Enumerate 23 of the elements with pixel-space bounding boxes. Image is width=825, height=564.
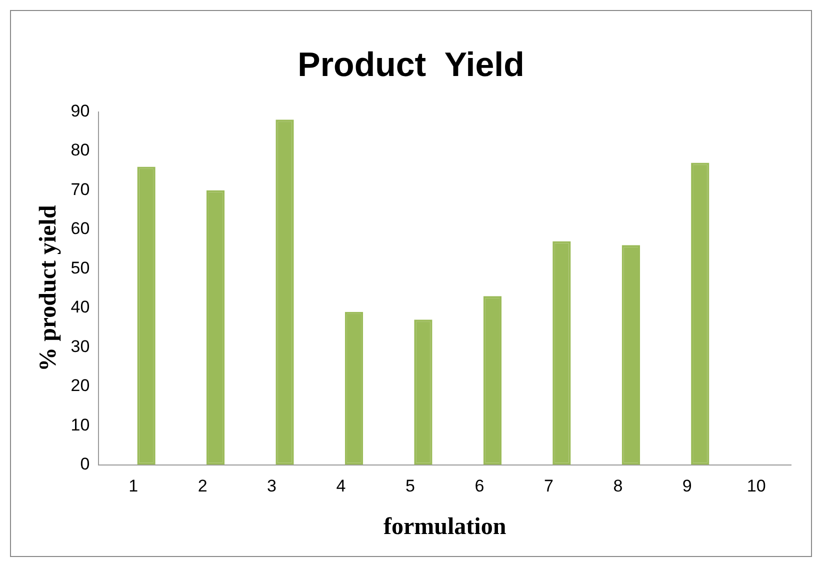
x-tick-label: 8 — [613, 476, 623, 496]
y-tick-label: 70 — [70, 180, 90, 199]
x-tick-label: 7 — [544, 476, 554, 496]
y-tick-label: 90 — [70, 101, 90, 120]
x-tick-label: 2 — [198, 476, 208, 496]
y-tick-label: 0 — [80, 454, 90, 474]
y-tick-label: 50 — [70, 258, 90, 278]
x-tick-label: 4 — [336, 476, 346, 496]
y-axis-title: % product yield — [36, 204, 62, 372]
y-tick-label: 20 — [70, 376, 90, 396]
x-tick-label: 10 — [746, 476, 766, 496]
x-axis-title: formulation — [384, 514, 506, 540]
x-tick-label: 5 — [406, 476, 415, 496]
y-tick-label: 10 — [70, 415, 90, 434]
y-tick-label: 80 — [70, 140, 90, 160]
y-tick-label: 60 — [70, 219, 90, 238]
y-tick-label: 30 — [70, 336, 90, 356]
x-tick-label: 3 — [267, 476, 277, 496]
y-tick-label: 40 — [70, 298, 90, 317]
x-tick-label: 6 — [474, 476, 484, 496]
x-tick-label: 1 — [128, 476, 138, 496]
x-tick-label: 9 — [682, 476, 692, 496]
chart-title: Product Yield — [298, 46, 524, 84]
